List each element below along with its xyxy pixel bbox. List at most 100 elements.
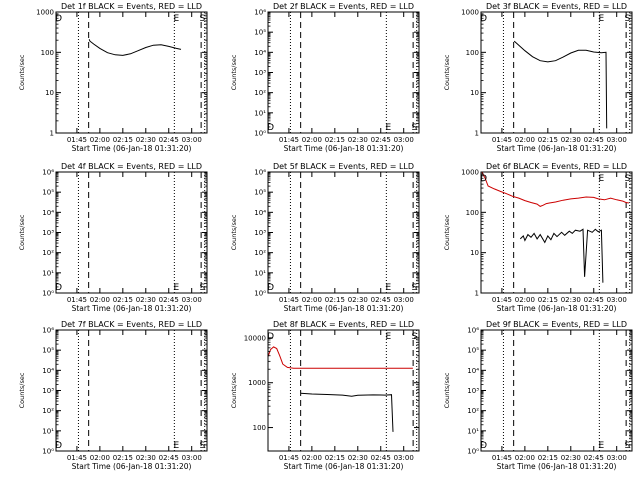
x-tick-label: 02:00 [302, 454, 322, 462]
y-axis-label: Counts/sec [230, 214, 238, 250]
x-tick-label: 01:45 [492, 296, 512, 304]
panel-title: Det 3f BLACK = Events, RED = LLD [486, 2, 627, 11]
x-tick-label: 02:30 [348, 136, 368, 144]
y-tick-label: 10⁴ [42, 209, 54, 217]
panel-det-8f: Det 8f BLACK = Events, RED = LLD 100 1000 1… [230, 320, 420, 471]
y-tick-label: 10 [470, 249, 479, 257]
y-tick-label: 10⁵ [467, 347, 479, 355]
x-tick-label: 02:45 [159, 454, 179, 462]
y-tick-label: 10⁴ [254, 209, 266, 217]
x-tick-label: 03:00 [607, 454, 627, 462]
x-tick-label: 02:00 [302, 296, 322, 304]
marker-letter-s: S [412, 123, 418, 133]
y-tick-label: 10⁰ [42, 290, 54, 298]
x-tick-label: 02:45 [584, 136, 604, 144]
marker-letter-d: D [480, 14, 487, 24]
y-tick-label: 10¹ [42, 427, 54, 435]
marker-letter-s: S [412, 283, 418, 293]
panel-title: Det 1f BLACK = Events, RED = LLD [61, 2, 202, 11]
x-tick-label: 02:15 [325, 296, 345, 304]
y-tick-label: 1000 [461, 9, 479, 17]
panel-det-9f: Det 9f BLACK = Events, RED = LLD 10⁰ 10¹ 10… [443, 320, 633, 471]
marker-letter-e: E [174, 14, 180, 24]
y-tick-label: 10 [470, 89, 479, 97]
x-axis-label: Start Time (06-Jan-18 01:31:20) [284, 144, 404, 153]
x-axis-label: Start Time (06-Jan-18 01:31:20) [497, 304, 617, 313]
x-tick-label: 02:00 [515, 136, 535, 144]
x-tick-label: 02:30 [136, 454, 156, 462]
marker-letter-s: S [625, 441, 631, 451]
y-tick-label: 1 [50, 130, 54, 138]
y-tick-label: 10³ [467, 387, 479, 395]
series-line-lld [267, 346, 413, 369]
panel-title: Det 5f BLACK = Events, RED = LLD [273, 162, 414, 171]
x-tick-label: 02:15 [113, 296, 133, 304]
y-axis-label: Counts/sec [443, 214, 451, 250]
x-tick-label: 03:00 [394, 296, 414, 304]
y-tick-label: 10² [42, 249, 54, 257]
y-tick-label: 10⁵ [42, 347, 54, 355]
x-tick-label: 01:45 [279, 454, 299, 462]
y-tick-label: 1 [475, 290, 479, 298]
y-tick-label: 10⁴ [42, 367, 54, 375]
x-tick-label: 02:30 [561, 136, 581, 144]
marker-letter-s: S [625, 14, 631, 24]
x-axis-label: Start Time (06-Jan-18 01:31:20) [497, 144, 617, 153]
y-tick-label: 1000 [248, 379, 266, 387]
x-tick-label: 03:00 [394, 454, 414, 462]
panel-title: Det 8f BLACK = Events, RED = LLD [273, 320, 414, 329]
marker-letter-e: E [386, 283, 392, 293]
y-tick-label: 10⁶ [467, 327, 479, 335]
y-axis-label: Counts/sec [230, 372, 238, 408]
x-tick-label: 03:00 [182, 296, 202, 304]
panel-det-7f: Det 7f BLACK = Events, RED = LLD 10⁰ 10¹ 10… [18, 320, 208, 471]
y-tick-label: 100 [466, 209, 479, 217]
y-axis-label: Counts/sec [230, 54, 238, 90]
x-axis-label: Start Time (06-Jan-18 01:31:20) [72, 144, 192, 153]
y-tick-label: 10⁵ [42, 189, 54, 197]
y-tick-label: 10 [45, 89, 54, 97]
panel-title: Det 6f BLACK = Events, RED = LLD [486, 162, 627, 171]
x-tick-label: 01:45 [67, 296, 87, 304]
y-tick-label: 10⁴ [254, 49, 266, 57]
marker-letter-e: E [599, 14, 605, 24]
y-tick-label: 10¹ [42, 269, 54, 277]
marker-letter-d: D [55, 441, 62, 451]
y-tick-label: 10⁰ [42, 448, 54, 456]
x-tick-label: 02:00 [90, 296, 110, 304]
y-tick-label: 10⁵ [254, 29, 266, 37]
x-tick-label: 02:30 [348, 454, 368, 462]
x-tick-label: 02:30 [136, 136, 156, 144]
marker-letter-s: S [200, 14, 206, 24]
x-tick-label: 02:30 [561, 454, 581, 462]
y-tick-label: 10² [467, 407, 479, 415]
y-tick-label: 10⁰ [254, 290, 266, 298]
y-axis-label: Counts/sec [443, 54, 451, 90]
y-tick-label: 10⁰ [254, 130, 266, 138]
x-tick-label: 02:15 [538, 136, 558, 144]
x-tick-label: 01:45 [279, 296, 299, 304]
panel-title: Det 4f BLACK = Events, RED = LLD [61, 162, 202, 171]
x-tick-label: 02:45 [371, 454, 391, 462]
x-tick-label: 02:15 [538, 296, 558, 304]
x-tick-label: 03:00 [182, 136, 202, 144]
series-line-events [513, 40, 608, 129]
marker-letter-s: S [200, 283, 206, 293]
marker-letter-d: D [267, 283, 274, 293]
x-tick-label: 02:30 [561, 296, 581, 304]
panels-layer: Det 1f BLACK = Events, RED = LLD11010010… [18, 2, 633, 471]
marker-letter-e: E [599, 441, 605, 451]
series-line-events [519, 228, 604, 283]
y-tick-label: 10³ [42, 229, 54, 237]
plot-frame [55, 11, 208, 134]
series-line-lld [481, 171, 629, 207]
x-tick-label: 02:00 [90, 454, 110, 462]
x-tick-label: 01:45 [492, 454, 512, 462]
marker-letter-d: D [55, 283, 62, 293]
x-tick-label: 02:15 [325, 136, 345, 144]
x-tick-label: 02:15 [113, 454, 133, 462]
panel-det-3f: Det 3f BLACK = Events, RED = LLD 1 10 100 10… [443, 2, 633, 153]
y-tick-label: 1000 [36, 9, 54, 17]
marker-letter-s: S [200, 441, 206, 451]
